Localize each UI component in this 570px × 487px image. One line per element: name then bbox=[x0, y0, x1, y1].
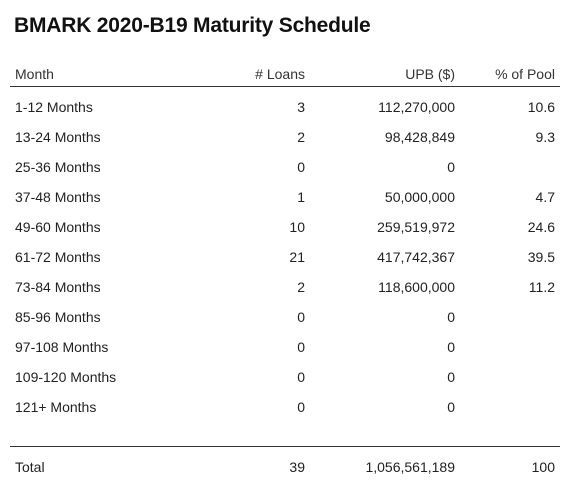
table-row: 121+ Months 0 0 bbox=[10, 392, 560, 422]
total-pct: 100 bbox=[531, 459, 555, 475]
row-loans: 3 bbox=[297, 99, 305, 115]
row-month: 13-24 Months bbox=[15, 129, 101, 145]
row-loans: 0 bbox=[297, 399, 305, 415]
row-month: 109-120 Months bbox=[15, 369, 117, 385]
row-loans: 1 bbox=[297, 189, 305, 205]
table-row: 109-120 Months 0 0 bbox=[10, 362, 560, 392]
header-loans: # Loans bbox=[255, 66, 305, 82]
row-upb: 0 bbox=[447, 309, 455, 325]
table-row: 1-12 Months 3 112,270,000 10.6 bbox=[10, 92, 560, 122]
total-loans: 39 bbox=[289, 459, 305, 475]
total-divider bbox=[10, 446, 560, 447]
row-pct: 11.2 bbox=[528, 279, 555, 295]
row-month: 73-84 Months bbox=[15, 279, 101, 295]
header-pct: % of Pool bbox=[495, 66, 555, 82]
row-upb: 112,270,000 bbox=[378, 99, 455, 115]
row-upb: 0 bbox=[447, 369, 455, 385]
row-month: 49-60 Months bbox=[15, 219, 101, 235]
total-upb: 1,056,561,189 bbox=[365, 459, 455, 475]
table-spacer bbox=[10, 422, 560, 446]
header-upb: UPB ($) bbox=[405, 66, 455, 82]
table-body: 1-12 Months 3 112,270,000 10.6 13-24 Mon… bbox=[10, 87, 560, 422]
table-row: 49-60 Months 10 259,519,972 24.6 bbox=[10, 212, 560, 242]
row-upb: 0 bbox=[447, 339, 455, 355]
row-month: 1-12 Months bbox=[15, 99, 93, 115]
row-month: 37-48 Months bbox=[15, 189, 101, 205]
row-loans: 0 bbox=[297, 309, 305, 325]
row-month: 61-72 Months bbox=[15, 249, 101, 265]
total-label: Total bbox=[15, 459, 45, 475]
row-loans: 0 bbox=[297, 159, 305, 175]
row-pct: 4.7 bbox=[535, 189, 555, 205]
row-loans: 0 bbox=[297, 369, 305, 385]
row-loans: 2 bbox=[297, 129, 305, 145]
row-upb: 50,000,000 bbox=[384, 189, 455, 205]
maturity-table: Month # Loans UPB ($) % of Pool 1-12 Mon… bbox=[10, 62, 560, 482]
row-loans: 21 bbox=[289, 249, 305, 265]
table-row: 97-108 Months 0 0 bbox=[10, 332, 560, 362]
total-row: Total 39 1,056,561,189 100 bbox=[10, 452, 560, 482]
row-month: 25-36 Months bbox=[15, 159, 101, 175]
header-month: Month bbox=[15, 66, 54, 82]
table-row: 37-48 Months 1 50,000,000 4.7 bbox=[10, 182, 560, 212]
row-upb: 118,600,000 bbox=[378, 279, 455, 295]
table-row: 13-24 Months 2 98,428,849 9.3 bbox=[10, 122, 560, 152]
row-upb: 0 bbox=[447, 159, 455, 175]
row-pct: 10.6 bbox=[527, 99, 555, 115]
table-header-row: Month # Loans UPB ($) % of Pool bbox=[10, 62, 560, 87]
page-title: BMARK 2020-B19 Maturity Schedule bbox=[14, 14, 371, 37]
row-month: 97-108 Months bbox=[15, 339, 109, 355]
row-upb: 0 bbox=[447, 399, 455, 415]
row-upb: 259,519,972 bbox=[377, 219, 455, 235]
row-upb: 98,428,849 bbox=[384, 129, 455, 145]
table-row: 25-36 Months 0 0 bbox=[10, 152, 560, 182]
table-row: 73-84 Months 2 118,600,000 11.2 bbox=[10, 272, 560, 302]
row-loans: 2 bbox=[297, 279, 305, 295]
row-loans: 10 bbox=[289, 219, 305, 235]
table-row: 85-96 Months 0 0 bbox=[10, 302, 560, 332]
row-pct: 39.5 bbox=[527, 249, 555, 265]
row-upb: 417,742,367 bbox=[377, 249, 455, 265]
row-loans: 0 bbox=[297, 339, 305, 355]
row-month: 121+ Months bbox=[15, 399, 97, 415]
row-pct: 9.3 bbox=[535, 129, 555, 145]
table-row: 61-72 Months 21 417,742,367 39.5 bbox=[10, 242, 560, 272]
row-pct: 24.6 bbox=[527, 219, 555, 235]
row-month: 85-96 Months bbox=[15, 309, 101, 325]
